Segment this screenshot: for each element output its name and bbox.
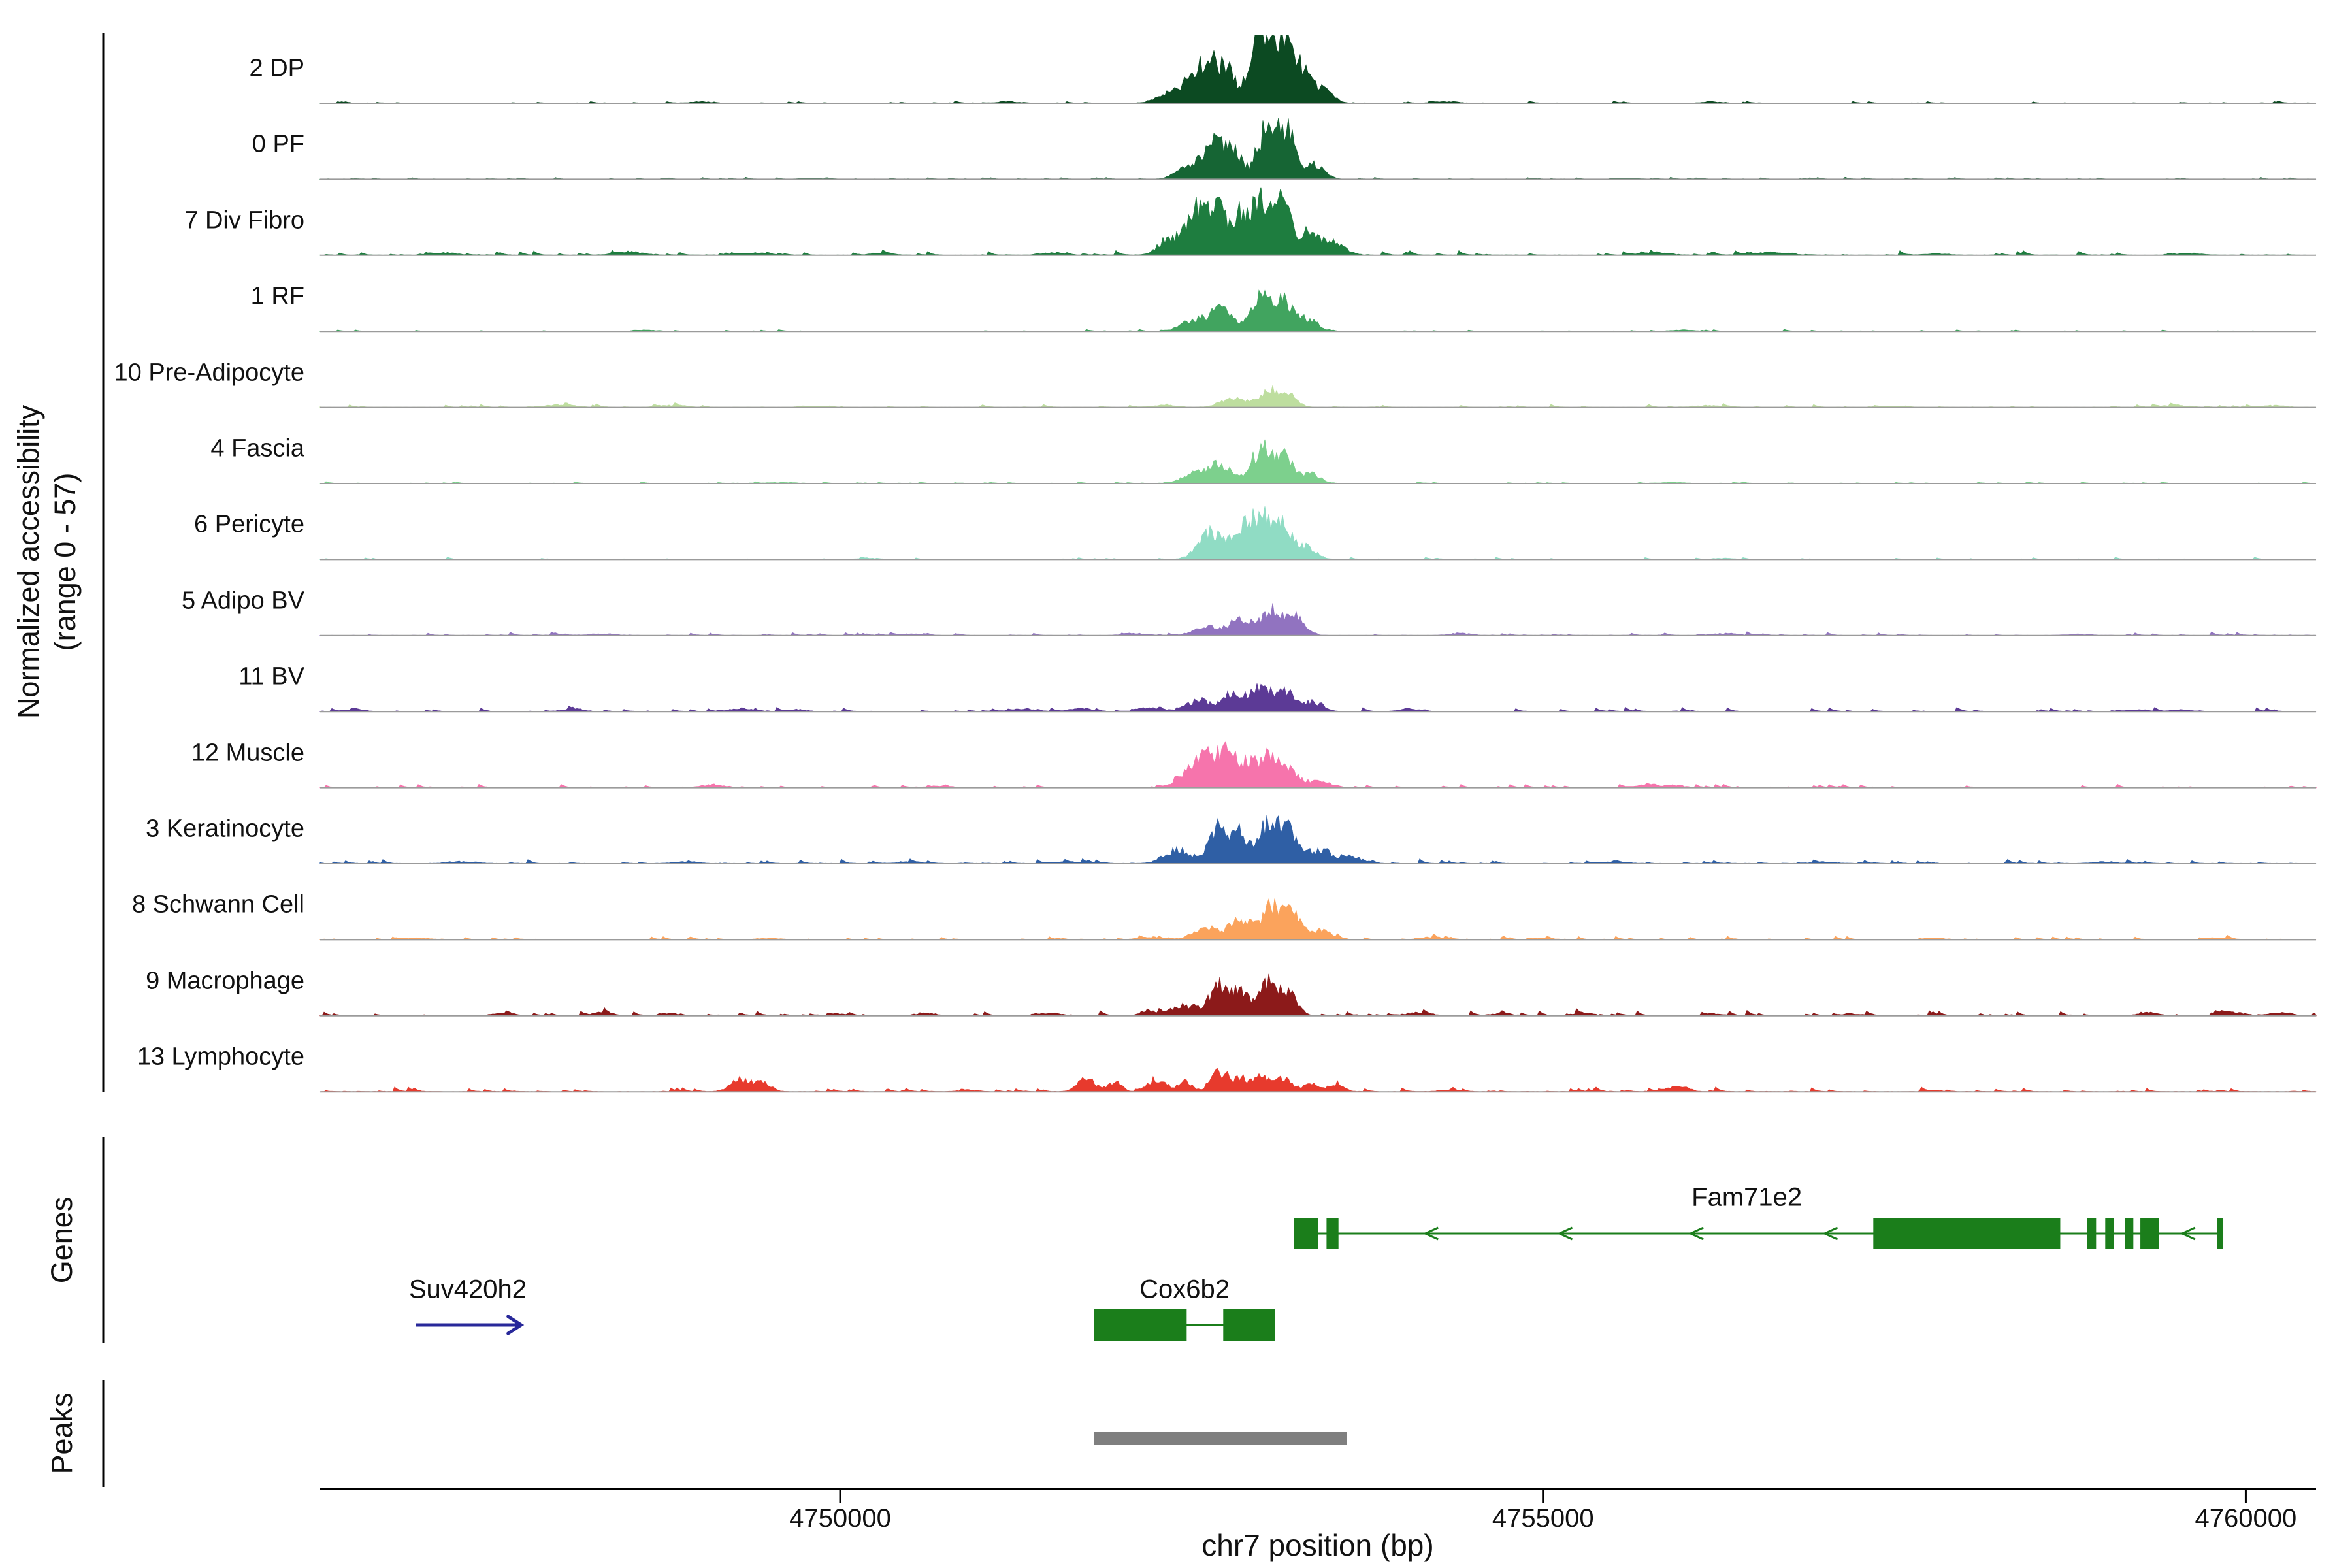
genes-section-label: Genes xyxy=(44,1196,78,1284)
gene-exon xyxy=(1873,1218,2061,1249)
gene-exon xyxy=(2087,1218,2097,1249)
gene-exon xyxy=(2217,1218,2224,1249)
gene-exon xyxy=(1326,1218,1339,1249)
gene-strand-arrowhead-Suv420h2 xyxy=(506,1315,525,1335)
track-signal-1 xyxy=(319,118,2317,180)
gene-exon xyxy=(2140,1218,2159,1249)
track-signal-13 xyxy=(319,1068,2317,1092)
track-signal-9 xyxy=(319,740,2317,789)
gene-exon xyxy=(1294,1218,1318,1249)
gene-strand-arrow xyxy=(1556,1226,1573,1241)
track-signal-6 xyxy=(319,506,2317,560)
track-signal-5 xyxy=(319,439,2317,484)
track-signal-4 xyxy=(319,385,2317,408)
peak-bar-0 xyxy=(1094,1432,1347,1445)
peaks-section-label: Peaks xyxy=(44,1392,78,1475)
gene-exon xyxy=(1223,1309,1275,1341)
gene-strand-arrow xyxy=(1821,1226,1838,1241)
track-signal-12 xyxy=(319,973,2317,1017)
track-signal-3 xyxy=(319,289,2317,332)
track-signal-8 xyxy=(319,683,2317,712)
y-axis-title: Normalized accessibility (range 0 - 57) xyxy=(10,405,84,719)
track-signal-7 xyxy=(319,603,2317,636)
track-signal-11 xyxy=(319,898,2317,940)
gene-exon xyxy=(1094,1309,1187,1341)
gene-strand-arrow xyxy=(2180,1226,2196,1241)
gene-strand-arrow xyxy=(1688,1226,1704,1241)
track-signal-10 xyxy=(319,815,2317,864)
track-signal-2 xyxy=(319,187,2317,256)
gene-exon xyxy=(2125,1218,2134,1249)
y-axis-title-line1: Normalized accessibility xyxy=(11,404,45,719)
track-signal-0 xyxy=(319,35,2317,104)
x-axis-title: chr7 position (bp) xyxy=(1201,1528,1434,1562)
gene-exon xyxy=(2105,1218,2114,1249)
y-axis-title-line2: (range 0 - 57) xyxy=(48,472,82,651)
gene-strand-arrow xyxy=(1422,1226,1439,1241)
